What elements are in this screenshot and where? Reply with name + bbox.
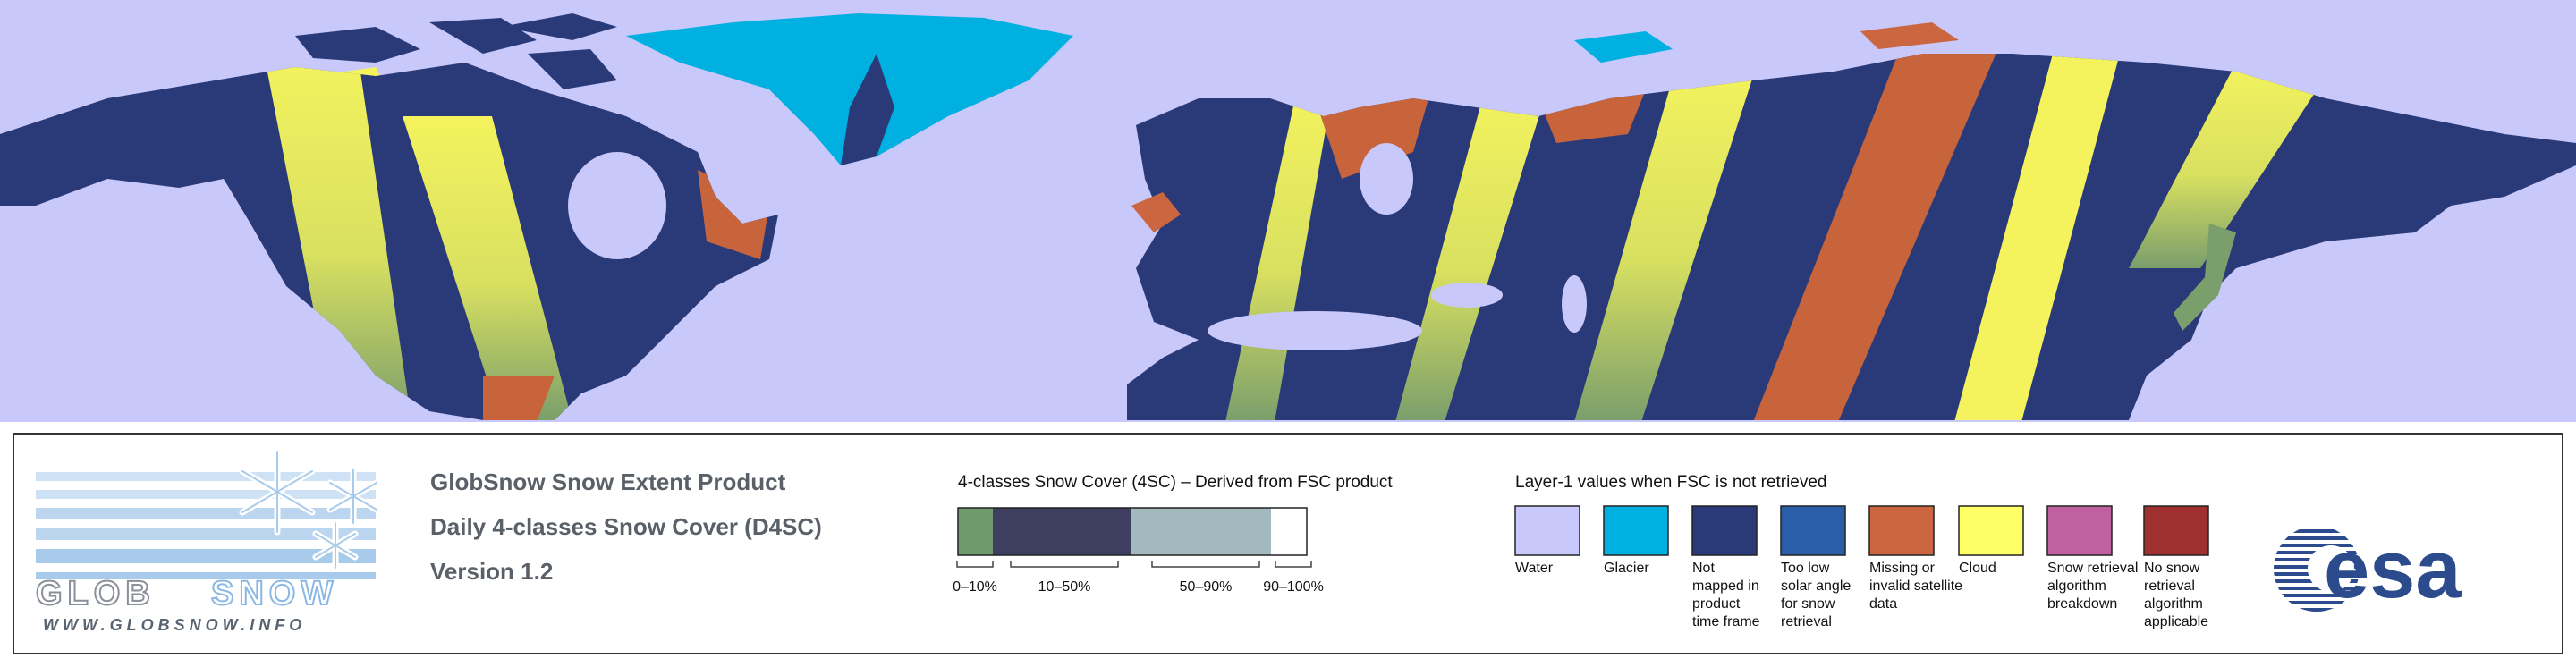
layer1-label: breakdown	[2047, 596, 2117, 612]
japan	[2174, 224, 2236, 331]
fsc-bracket	[1151, 561, 1260, 568]
britain	[1199, 215, 1225, 268]
title-line: Version 1.2	[430, 558, 553, 585]
layer1-heading: Layer-1 values when FSC is not retrieved	[1515, 473, 1827, 492]
layer1-label: Not	[1692, 561, 1715, 576]
layer1-swatch	[1514, 505, 1580, 556]
title-line: Daily 4-classes Snow Cover (D4SC)	[430, 513, 822, 540]
land	[0, 54, 2576, 420]
logo-name-part: SNOW	[211, 575, 338, 612]
layer1-label: time frame	[1692, 614, 1760, 629]
mediterranean	[1208, 311, 1422, 350]
layer1-label: algorithm	[2144, 596, 2203, 612]
fsc-swatch	[958, 508, 993, 555]
layer1-swatch	[1691, 505, 1758, 556]
fsc-label: 50–90%	[1180, 579, 1233, 595]
layer1-swatch	[1868, 505, 1935, 556]
layer1-label: retrieval	[1781, 614, 1832, 629]
fsc-label: 0–10%	[953, 579, 997, 595]
globsnow-logo: GLOB SNOW WWW.GLOBSNOW.INFO	[35, 448, 380, 634]
layer1-label: retrieval	[2144, 578, 2195, 594]
layer1-label: Snow retrieval	[2047, 561, 2138, 576]
layer1-label: invalid satellite	[1869, 578, 1962, 594]
layer1-label: for snow	[1781, 596, 1835, 612]
fsc-swatch	[993, 508, 1131, 555]
fsc-bracket	[956, 561, 994, 568]
fsc-bracket	[1275, 561, 1312, 568]
black-sea	[1431, 283, 1503, 308]
layer1-label: algorithm	[2047, 578, 2106, 594]
caspian	[1562, 275, 1587, 333]
title-line: GlobSnow Snow Extent Product	[430, 469, 786, 495]
fsc-swatch	[1131, 508, 1271, 555]
layer1-swatch	[2143, 505, 2209, 556]
layer1-swatch	[1780, 505, 1846, 556]
layer1-label: data	[1869, 596, 1897, 612]
layer1-label: Glacier	[1604, 561, 1649, 576]
logo-url: WWW.GLOBSNOW.INFO	[43, 616, 306, 634]
layer1-label: applicable	[2144, 614, 2208, 629]
esa-wordmark: esa	[2324, 524, 2462, 615]
layer1-label: solar angle	[1781, 578, 1851, 594]
novaya-zemlya	[1860, 22, 1959, 49]
logo-name-part: GLOB	[36, 575, 156, 612]
map	[0, 0, 2576, 422]
layer1-label: Water	[1515, 561, 1554, 576]
layer1-swatch	[1958, 505, 2024, 556]
svalbard	[1574, 31, 1673, 63]
layer1-label: Too low	[1781, 561, 1830, 576]
fsc-heading: 4-classes Snow Cover (4SC) – Derived fro…	[958, 473, 1393, 492]
layer1-label: mapped in	[1692, 578, 1759, 594]
fsc-label: 90–100%	[1263, 579, 1324, 595]
fsc-scale: 0–10% 10–50% 50–90% 90–100%	[953, 507, 1324, 595]
fsc-label: 10–50%	[1038, 579, 1091, 595]
esa-logo: esa	[2274, 524, 2462, 615]
baltic	[1360, 143, 1413, 215]
arctic-islands	[295, 13, 617, 89]
layer1-legend: Water Glacier Not mapped in product time fram…	[1514, 505, 2209, 629]
greenland	[626, 13, 1073, 165]
layer1-label: Missing or	[1869, 561, 1936, 576]
greenland-swath	[841, 54, 894, 165]
layer1-label: No snow	[2144, 561, 2200, 576]
layer1-label: product	[1692, 596, 1741, 612]
fsc-bracket	[1010, 561, 1119, 568]
layer1-label: Cloud	[1959, 561, 1996, 576]
layer1-swatch	[1603, 505, 1669, 556]
titles: GlobSnow Snow Extent Product Daily 4-clas…	[430, 469, 822, 585]
fsc-swatch	[1271, 508, 1307, 555]
hudson-bay	[568, 152, 666, 259]
iceland	[1131, 192, 1181, 232]
fsc-frame	[957, 507, 1308, 556]
layer1-swatch	[2046, 505, 2113, 556]
